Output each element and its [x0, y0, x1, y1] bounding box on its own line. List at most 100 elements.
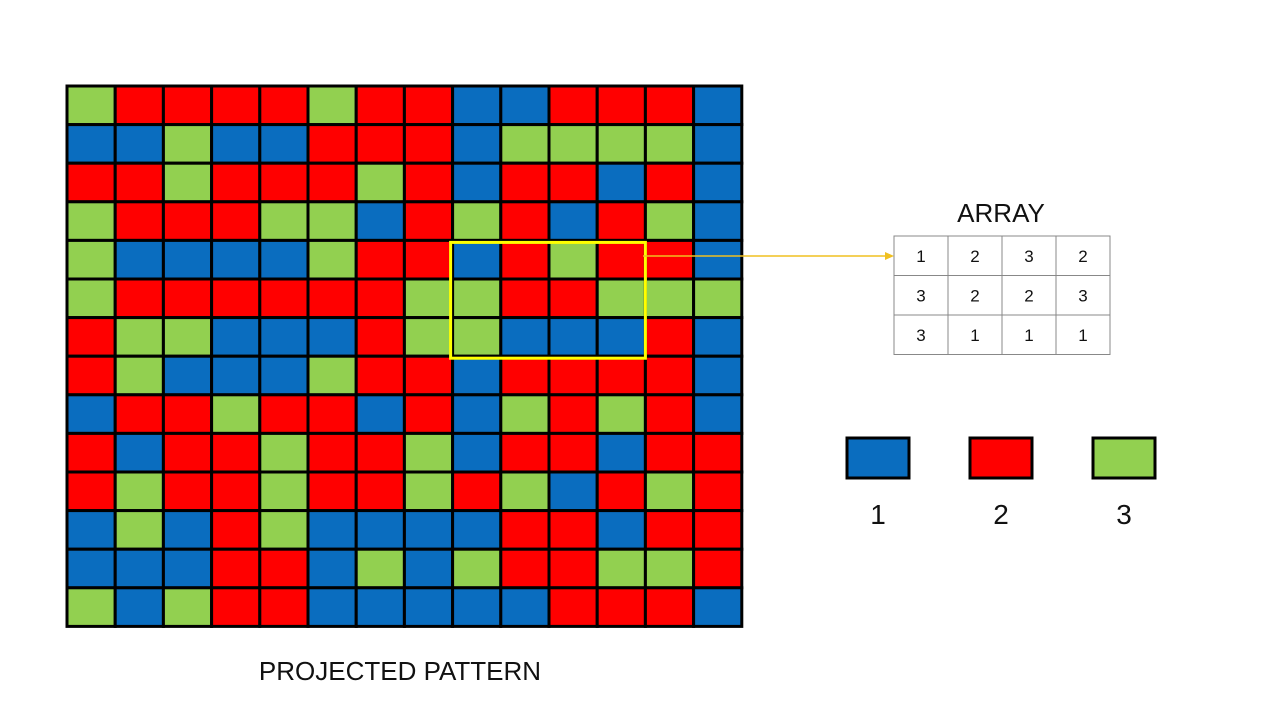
pattern-cell-r8-c11 [595, 393, 647, 435]
pattern-cell-r4-c6 [354, 238, 406, 281]
pattern-cell-r4-c1 [113, 238, 165, 281]
pattern-cell-r13-c5 [306, 586, 358, 628]
pattern-cell-r7-c7 [402, 354, 455, 397]
pattern-cell-r8-c4 [258, 393, 310, 435]
pattern-cell-r11-c8 [451, 509, 503, 551]
pattern-cell-r13-c2 [161, 586, 214, 628]
pattern-cell-r5-c5 [306, 277, 358, 320]
pattern-cell-r7-c13 [692, 354, 744, 397]
array-cell-value: 3 [916, 326, 925, 345]
pattern-cell-r5-c6 [354, 277, 406, 320]
pattern-cell-r11-c2 [161, 509, 214, 551]
pattern-cell-r0-c11 [595, 84, 647, 127]
pattern-cell-r0-c4 [258, 84, 310, 127]
pattern-cell-r2-c10 [547, 161, 599, 204]
pattern-cell-r0-c3 [210, 84, 262, 127]
legend-swatch-2 [968, 436, 1034, 480]
pattern-cell-r12-c1 [113, 547, 165, 590]
color-legend: 1 2 3 [845, 436, 1157, 530]
pattern-cell-r5-c10 [547, 277, 599, 320]
pattern-cell-r8-c7 [402, 393, 455, 435]
pattern-cell-r4-c4 [258, 238, 310, 281]
pattern-cell-r9-c10 [547, 431, 599, 474]
pattern-cell-r10-c2 [161, 470, 214, 513]
array-cell-value: 2 [970, 286, 979, 305]
pattern-cell-r1-c4 [258, 123, 310, 165]
legend-swatch-1 [845, 436, 911, 480]
highlight-box [449, 240, 647, 360]
pattern-cell-r9-c3 [210, 431, 262, 474]
pattern-cell-r5-c9 [499, 277, 551, 320]
pattern-cell-r4-c13 [692, 238, 744, 281]
pattern-cell-r6-c9 [499, 316, 551, 358]
pattern-cell-r11-c9 [499, 509, 551, 551]
pattern-cell-r0-c10 [547, 84, 599, 127]
pattern-cell-r2-c11 [595, 161, 647, 204]
pattern-cell-r13-c4 [258, 586, 310, 628]
pattern-cell-r10-c1 [113, 470, 165, 513]
pattern-cell-r0-c8 [451, 84, 503, 127]
pattern-cell-r9-c7 [402, 431, 455, 474]
pattern-cell-r13-c13 [692, 586, 744, 628]
pattern-cell-r0-c9 [499, 84, 551, 127]
pattern-cell-r2-c5 [306, 161, 358, 204]
pattern-cell-r8-c8 [451, 393, 503, 435]
pattern-cell-r4-c3 [210, 238, 262, 281]
pattern-cell-r10-c8 [451, 470, 503, 513]
array-cell-value: 1 [1078, 326, 1087, 345]
pattern-cell-r1-c9 [499, 123, 551, 165]
pattern-cell-r11-c11 [595, 509, 647, 551]
pattern-cell-r3-c12 [643, 200, 696, 242]
pattern-cell-r10-c6 [354, 470, 406, 513]
pattern-cell-r1-c2 [161, 123, 214, 165]
pattern-cell-r2-c9 [499, 161, 551, 204]
pattern-cell-r13-c3 [210, 586, 262, 628]
pattern-cell-r13-c10 [547, 586, 599, 628]
pattern-cell-r10-c4 [258, 470, 310, 513]
pattern-cell-r8-c6 [354, 393, 406, 435]
pattern-cell-r7-c5 [306, 354, 358, 397]
pattern-cell-r7-c2 [161, 354, 214, 397]
array-cell-value: 1 [1024, 326, 1033, 345]
pattern-cell-r12-c5 [306, 547, 358, 590]
pattern-cell-r7-c1 [113, 354, 165, 397]
pattern-cell-r3-c2 [161, 200, 214, 242]
pattern-cell-r9-c13 [692, 431, 744, 474]
pattern-cell-r4-c9 [499, 238, 551, 281]
pattern-cell-r5-c0 [65, 277, 117, 320]
array-title: ARRAY [957, 198, 1045, 228]
pattern-cell-r7-c9 [499, 354, 551, 397]
pattern-cell-r3-c3 [210, 200, 262, 242]
pattern-cell-r7-c4 [258, 354, 310, 397]
pattern-cell-r0-c12 [643, 84, 696, 127]
array-table: 1 2 3 2 3 2 2 3 3 1 1 1 [893, 235, 1111, 355]
pattern-cell-r0-c6 [354, 84, 406, 127]
pattern-cell-r6-c3 [210, 316, 262, 358]
pattern-cell-r7-c3 [210, 354, 262, 397]
pattern-cell-r3-c4 [258, 200, 310, 242]
pattern-cell-r9-c12 [643, 431, 696, 474]
pattern-cell-r5-c11 [595, 277, 647, 320]
legend-label-3: 3 [1116, 499, 1132, 530]
pattern-cell-r1-c6 [354, 123, 406, 165]
pattern-cell-r1-c5 [306, 123, 358, 165]
pattern-cell-r2-c2 [161, 161, 214, 204]
array-cell-value: 3 [1078, 286, 1087, 305]
legend-swatch-3 [1091, 436, 1157, 480]
array-cell-value: 3 [1024, 247, 1033, 266]
pattern-cell-r2-c3 [210, 161, 262, 204]
projected-pattern-grid [65, 84, 744, 628]
pattern-cell-r2-c8 [451, 161, 503, 204]
pattern-cell-r11-c0 [65, 509, 117, 551]
pattern-cell-r8-c3 [210, 393, 262, 435]
pattern-cell-r3-c13 [692, 200, 744, 242]
pattern-cell-r12-c0 [65, 547, 117, 590]
pattern-cell-r10-c9 [499, 470, 551, 513]
pattern-cell-r9-c8 [451, 431, 503, 474]
pattern-cell-r2-c4 [258, 161, 310, 204]
array-cell [1001, 235, 1057, 276]
pattern-cell-r9-c0 [65, 431, 117, 474]
array-cell-value: 1 [970, 326, 979, 345]
pattern-cell-r5-c4 [258, 277, 310, 320]
